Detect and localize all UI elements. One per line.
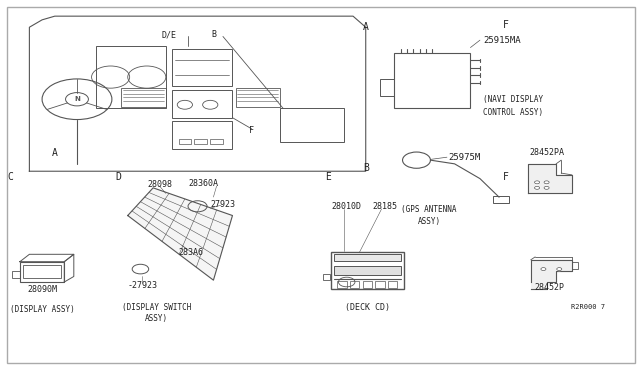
Circle shape xyxy=(544,186,549,189)
Text: (NAVI DISPLAY: (NAVI DISPLAY xyxy=(483,95,543,104)
Bar xyxy=(172,49,232,86)
Text: E: E xyxy=(324,172,331,182)
Bar xyxy=(334,266,401,275)
Text: ASSY): ASSY) xyxy=(418,217,441,225)
Polygon shape xyxy=(527,164,572,193)
Text: F: F xyxy=(249,126,254,135)
Text: A: A xyxy=(52,148,58,158)
Text: (DISPLAY ASSY): (DISPLAY ASSY) xyxy=(10,305,74,314)
Bar xyxy=(323,273,330,280)
Circle shape xyxy=(541,267,546,270)
Text: (GPS ANTENNA: (GPS ANTENNA xyxy=(401,205,457,215)
Text: (DISPLAY SWITCH: (DISPLAY SWITCH xyxy=(122,302,191,312)
Bar xyxy=(195,139,207,144)
Bar xyxy=(493,196,509,203)
Text: B: B xyxy=(363,163,369,173)
Bar xyxy=(172,90,232,118)
Text: F: F xyxy=(502,172,508,182)
Text: D: D xyxy=(115,172,121,182)
Text: ASSY): ASSY) xyxy=(145,314,168,323)
Text: N: N xyxy=(74,96,80,102)
Text: -27923: -27923 xyxy=(127,281,157,290)
Text: 28185: 28185 xyxy=(372,202,397,211)
Circle shape xyxy=(544,181,549,184)
Bar xyxy=(96,46,166,109)
Text: 283A6: 283A6 xyxy=(179,248,204,257)
Text: C: C xyxy=(8,172,13,182)
Text: CONTROL ASSY): CONTROL ASSY) xyxy=(483,108,543,117)
Bar xyxy=(12,271,20,278)
Text: F: F xyxy=(502,20,508,31)
Text: 28360A: 28360A xyxy=(189,179,219,187)
Bar xyxy=(172,121,232,149)
Text: 28098: 28098 xyxy=(147,180,172,189)
Text: 25915MA: 25915MA xyxy=(483,36,521,45)
Circle shape xyxy=(534,181,540,184)
Bar xyxy=(179,139,191,144)
Text: A: A xyxy=(363,22,369,32)
Bar xyxy=(20,262,64,282)
Bar xyxy=(337,281,347,288)
Bar xyxy=(236,88,280,107)
Text: 28452P: 28452P xyxy=(535,283,564,292)
Text: 25975M: 25975M xyxy=(448,153,481,162)
Polygon shape xyxy=(531,260,572,289)
Bar xyxy=(380,79,394,96)
Bar xyxy=(280,109,344,142)
Bar xyxy=(572,262,579,269)
Bar xyxy=(388,281,397,288)
Bar xyxy=(211,139,223,144)
Text: R2R000 7: R2R000 7 xyxy=(571,304,605,310)
Polygon shape xyxy=(128,188,232,280)
Text: (DECK CD): (DECK CD) xyxy=(345,302,390,312)
Bar xyxy=(122,88,166,107)
Bar xyxy=(331,253,404,289)
Text: D/E: D/E xyxy=(161,30,177,39)
Text: 28010D: 28010D xyxy=(332,202,362,211)
Bar xyxy=(334,254,401,260)
Text: 28090M: 28090M xyxy=(27,285,57,294)
Circle shape xyxy=(534,186,540,189)
Bar xyxy=(350,281,360,288)
Bar xyxy=(375,281,385,288)
Bar xyxy=(394,53,470,109)
Text: 27923: 27923 xyxy=(211,200,236,209)
Text: B: B xyxy=(211,30,216,39)
Bar xyxy=(23,265,61,278)
Circle shape xyxy=(557,267,562,270)
Text: 28452PA: 28452PA xyxy=(529,148,564,157)
Bar xyxy=(362,281,372,288)
